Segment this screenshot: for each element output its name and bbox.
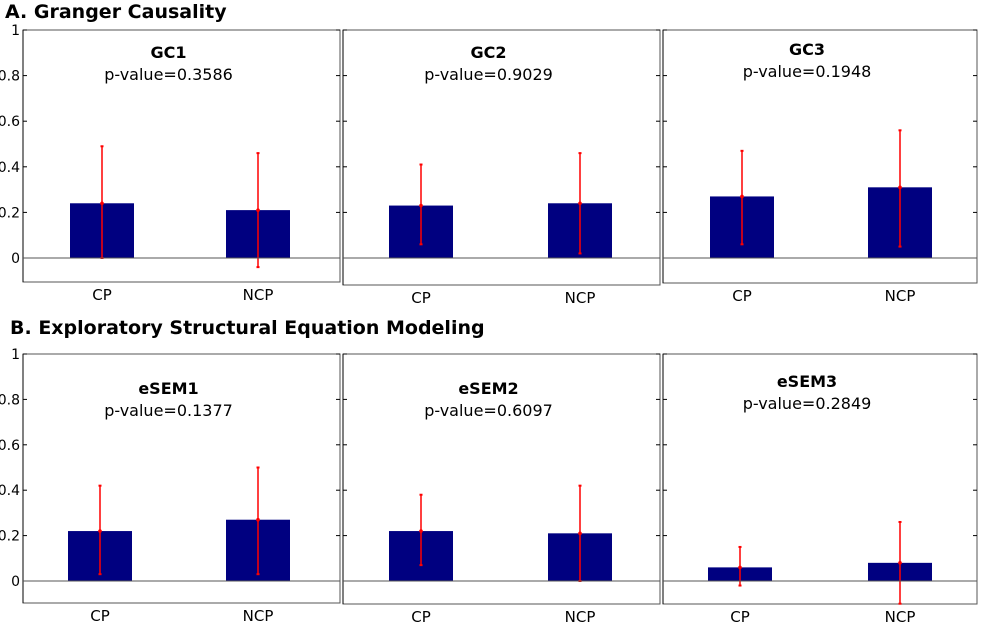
error-mean-point [898,561,902,565]
chart-panel-1: 0 0.2 0.4 0.6 0.8 1 CP NCP GC1 p-value=0.3586 [0,23,341,304]
y-tick-label: 0 [11,251,20,267]
y-tick-label: 1 [11,347,20,363]
error-mean-point [419,529,423,533]
y-tick-label: 0.2 [0,529,20,545]
y-tick-label: 1 [11,23,20,39]
error-mean-point [578,201,582,206]
category-label: NCP [243,607,274,622]
category-label: NCP [565,608,596,622]
panels: 0 0.2 0.4 0.6 0.8 1 CP NCP GC1 p-value=0.3586 CP NC… [0,23,978,622]
category-label: CP [411,608,431,622]
category-label: NCP [885,608,916,622]
category-label: NCP [885,287,916,305]
panel-title: GC2 [470,43,506,62]
category-label: CP [92,286,112,304]
panel-pvalue: p-value=0.9029 [424,65,553,84]
error-mean-point [898,185,902,190]
error-mean-point [578,531,582,536]
error-mean-point [738,565,742,570]
panel-title: eSEM3 [777,372,837,391]
panel-pvalue: p-value=0.3586 [104,65,233,84]
error-mean-point [256,208,260,212]
category-label: CP [411,289,431,307]
category-label: CP [90,607,110,622]
category-label: CP [730,608,750,622]
panel-pvalue: p-value=0.2849 [743,394,872,413]
error-mean-point [740,194,744,199]
panel-title: eSEM2 [458,379,518,398]
chart-panel-5: CP NCP eSEM2 p-value=0.6097 [342,353,661,622]
panel-pvalue: p-value=0.1377 [104,401,233,420]
category-label: CP [732,287,752,305]
y-tick-label: 0.4 [0,483,20,499]
error-mean-point [256,517,260,522]
chart-panel-4: 0 0.2 0.4 0.6 0.8 1 CP NCP eSEM1 p-value=0.1377 [0,347,341,622]
y-tick-label: 0.2 [0,205,20,221]
category-label: NCP [565,289,596,307]
y-tick-label: 0.6 [0,438,20,454]
panel-title: GC1 [150,43,186,62]
section-title-a: A. Granger Causality [5,1,227,23]
panel-pvalue: p-value=0.1948 [743,62,872,81]
y-tick-label: 0.8 [0,69,20,85]
y-tick-label: 0 [11,574,20,590]
chart-panel-6: CP NCP eSEM3 p-value=0.2849 [662,353,978,622]
panel-title: GC3 [789,40,825,59]
panel-title: eSEM1 [138,379,198,398]
category-label: NCP [243,286,274,304]
section-title-b: B. Exploratory Structural Equation Model… [10,317,485,339]
y-tick-label: 0.6 [0,114,20,130]
panel-pvalue: p-value=0.6097 [424,401,553,420]
error-mean-point [98,529,102,533]
error-mean-point [100,201,104,206]
y-tick-label: 0.8 [0,392,20,408]
y-tick-label: 0.4 [0,160,20,176]
chart-panel-2: CP NCP GC2 p-value=0.9029 [342,29,661,307]
error-mean-point [419,203,423,208]
chart-panel-3: CP NCP GC3 p-value=0.1948 [662,29,978,305]
